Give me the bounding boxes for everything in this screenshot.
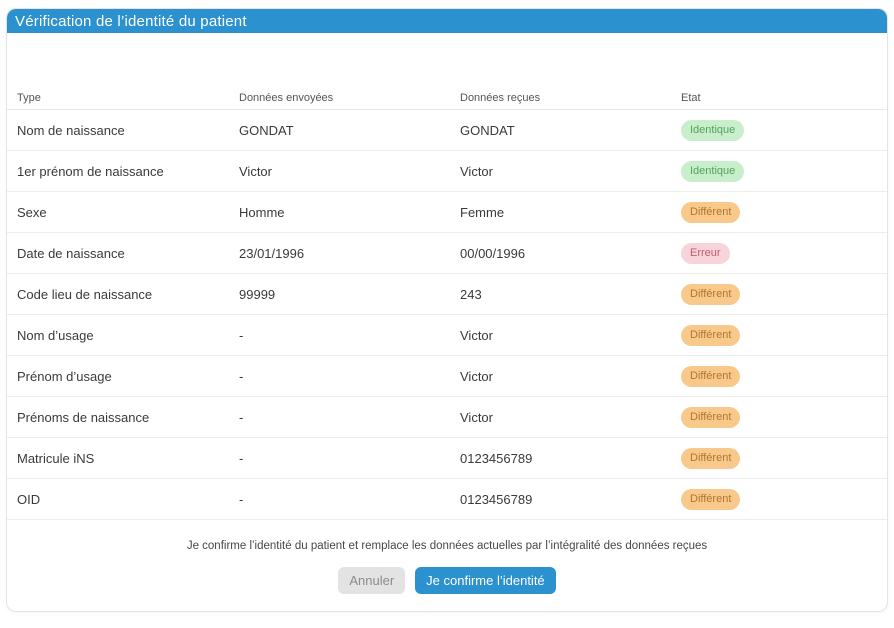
row-sent-value: 99999 — [239, 286, 276, 302]
row-sent-value: - — [239, 491, 244, 507]
row-type: Date de naissance — [17, 245, 125, 261]
table-row: Code lieu de naissance 99999 243 Différe… — [7, 274, 887, 315]
row-sent-value: - — [239, 368, 244, 384]
row-sent-value: - — [239, 450, 244, 466]
row-status-cell: Identique — [681, 160, 877, 182]
table-row: 1er prénom de naissance Victor Victor Id… — [7, 151, 887, 192]
table-row: Prénoms de naissance - Victor Différent — [7, 397, 887, 438]
row-type: Nom de naissance — [17, 122, 125, 138]
row-received-value: 0123456789 — [460, 450, 533, 466]
confirm-identity-button[interactable]: Je confirme l’identité — [415, 567, 556, 594]
column-header-received: Données reçues — [460, 91, 541, 104]
row-sent-value: GONDAT — [239, 122, 294, 138]
row-type: Sexe — [17, 204, 47, 220]
row-status-cell: Erreur — [681, 242, 877, 264]
row-sent-value: Victor — [239, 163, 272, 179]
row-status-cell: Différent — [681, 201, 877, 223]
status-badge: Différent — [681, 283, 741, 305]
column-header-status: Etat — [681, 91, 701, 104]
table-row: Date de naissance 23/01/1996 00/00/1996 … — [7, 233, 887, 274]
table-row: Prénom d’usage - Victor Différent — [7, 356, 887, 397]
row-type: 1er prénom de naissance — [17, 163, 164, 179]
status-badge: Identique — [681, 160, 745, 182]
identity-comparison-table: Type Données envoyées Données reçues Eta… — [7, 86, 887, 520]
row-received-value: 243 — [460, 286, 482, 302]
row-received-value: Femme — [460, 204, 505, 220]
dialog-header: Vérification de l’identité du patient — [7, 9, 887, 33]
row-type: OID — [17, 491, 41, 507]
row-status-cell: Différent — [681, 406, 877, 428]
status-badge: Erreur — [681, 242, 730, 264]
status-badge: Différent — [681, 365, 741, 387]
table-row: OID - 0123456789 Différent — [7, 479, 887, 520]
column-header-type: Type — [17, 91, 41, 104]
row-status-cell: Différent — [681, 324, 877, 346]
status-badge: Différent — [681, 406, 741, 428]
row-status-cell: Différent — [681, 488, 877, 510]
table-row: Sexe Homme Femme Différent — [7, 192, 887, 233]
status-badge: Différent — [681, 324, 741, 346]
confirm-statement: Je confirme l’identité du patient et rem… — [186, 540, 708, 552]
table-row: Nom de naissance GONDAT GONDAT Identique — [7, 110, 887, 151]
row-sent-value: - — [239, 327, 244, 343]
row-received-value: Victor — [460, 368, 493, 384]
row-status-cell: Différent — [681, 447, 877, 469]
table-row: Nom d’usage - Victor Différent — [7, 315, 887, 356]
table-header-row: Type Données envoyées Données reçues Eta… — [7, 86, 887, 110]
cancel-button[interactable]: Annuler — [338, 567, 406, 594]
row-received-value: 00/00/1996 — [460, 245, 526, 261]
row-type: Nom d’usage — [17, 327, 94, 343]
row-status-cell: Différent — [681, 283, 877, 305]
status-badge: Différent — [681, 447, 741, 469]
row-received-value: Victor — [460, 163, 493, 179]
row-received-value: Victor — [460, 409, 493, 425]
status-badge: Différent — [681, 201, 741, 223]
row-received-value: Victor — [460, 327, 493, 343]
row-sent-value: - — [239, 409, 244, 425]
row-received-value: 0123456789 — [460, 491, 533, 507]
dialog-footer: Je confirme l’identité du patient et rem… — [7, 540, 887, 594]
table-body: Nom de naissance GONDAT GONDAT Identique… — [7, 110, 887, 520]
row-type: Prénom d’usage — [17, 368, 112, 384]
status-badge: Identique — [681, 119, 745, 141]
row-sent-value: 23/01/1996 — [239, 245, 305, 261]
action-buttons: Annuler Je confirme l’identité — [7, 567, 887, 594]
table-row: Matricule iNS - 0123456789 Différent — [7, 438, 887, 479]
row-type: Prénoms de naissance — [17, 409, 150, 425]
identity-verification-dialog: Vérification de l’identité du patient Ty… — [6, 8, 888, 612]
column-header-sent: Données envoyées — [239, 91, 334, 104]
row-type: Matricule iNS — [17, 450, 95, 466]
dialog-title: Vérification de l’identité du patient — [15, 12, 247, 30]
status-badge: Différent — [681, 488, 741, 510]
row-status-cell: Identique — [681, 119, 877, 141]
row-type: Code lieu de naissance — [17, 286, 153, 302]
row-received-value: GONDAT — [460, 122, 515, 138]
row-status-cell: Différent — [681, 365, 877, 387]
row-sent-value: Homme — [239, 204, 285, 220]
